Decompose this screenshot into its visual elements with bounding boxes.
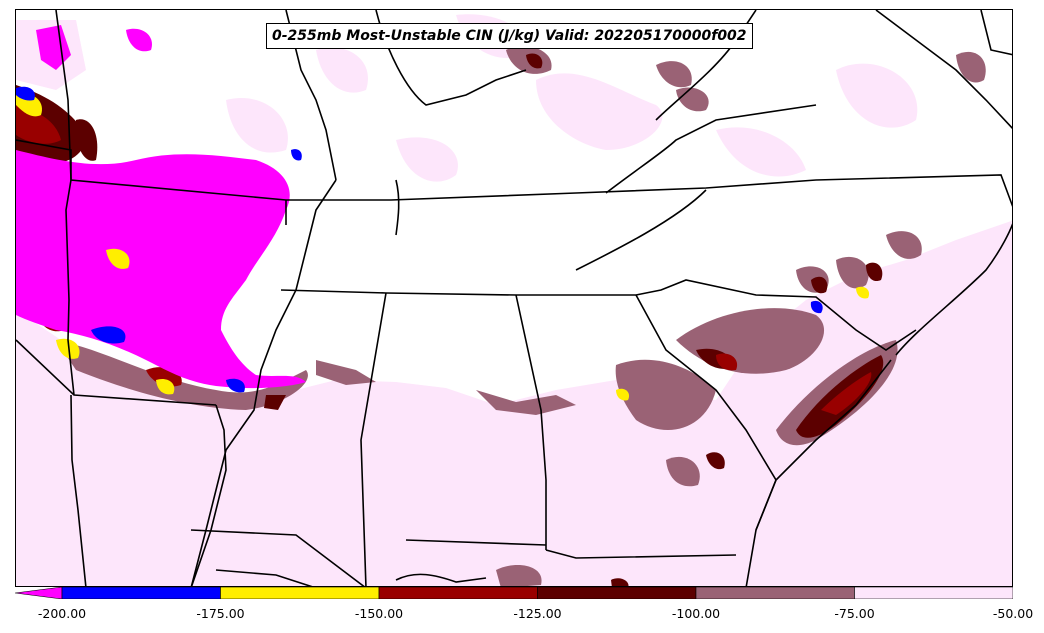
colorbar-svg: [15, 587, 1013, 599]
colorbar-tick-label: -75.00: [834, 606, 875, 621]
colorbar-tick-label: -100.00: [671, 606, 721, 621]
colorbar-tick-label: -175.00: [196, 606, 245, 621]
colorbar-segment: [695, 587, 855, 599]
colorbar-tick-label: -200.00: [37, 606, 87, 621]
colorbar-tick-label: -50.00: [992, 606, 1034, 621]
colorbar-segment: [220, 587, 380, 599]
colorbar-segment: [854, 587, 1013, 599]
colorbar-tick-labels: -200.00 -175.00 -150.00 -125.00 -100.00 -75.0…: [0, 606, 1044, 626]
colorbar-extend-triangle: [15, 587, 63, 599]
colorbar: [15, 587, 1013, 599]
map-panel: 0-255mb Most-Unstable CIN (J/kg) Valid: …: [15, 9, 1013, 587]
cin-field-very-strong: [16, 86, 823, 393]
state-boundaries: [16, 10, 1012, 586]
map-title: 0-255mb Most-Unstable CIN (J/kg) Valid: …: [266, 23, 753, 49]
colorbar-tick-label: -150.00: [354, 606, 404, 621]
colorbar-segment: [537, 587, 697, 599]
colorbar-segment: [378, 587, 538, 599]
colorbar-segment: [61, 587, 221, 599]
cin-field-strong: [16, 93, 870, 401]
colorbar-tick-label: -125.00: [513, 606, 562, 621]
cin-map: [16, 10, 1012, 586]
